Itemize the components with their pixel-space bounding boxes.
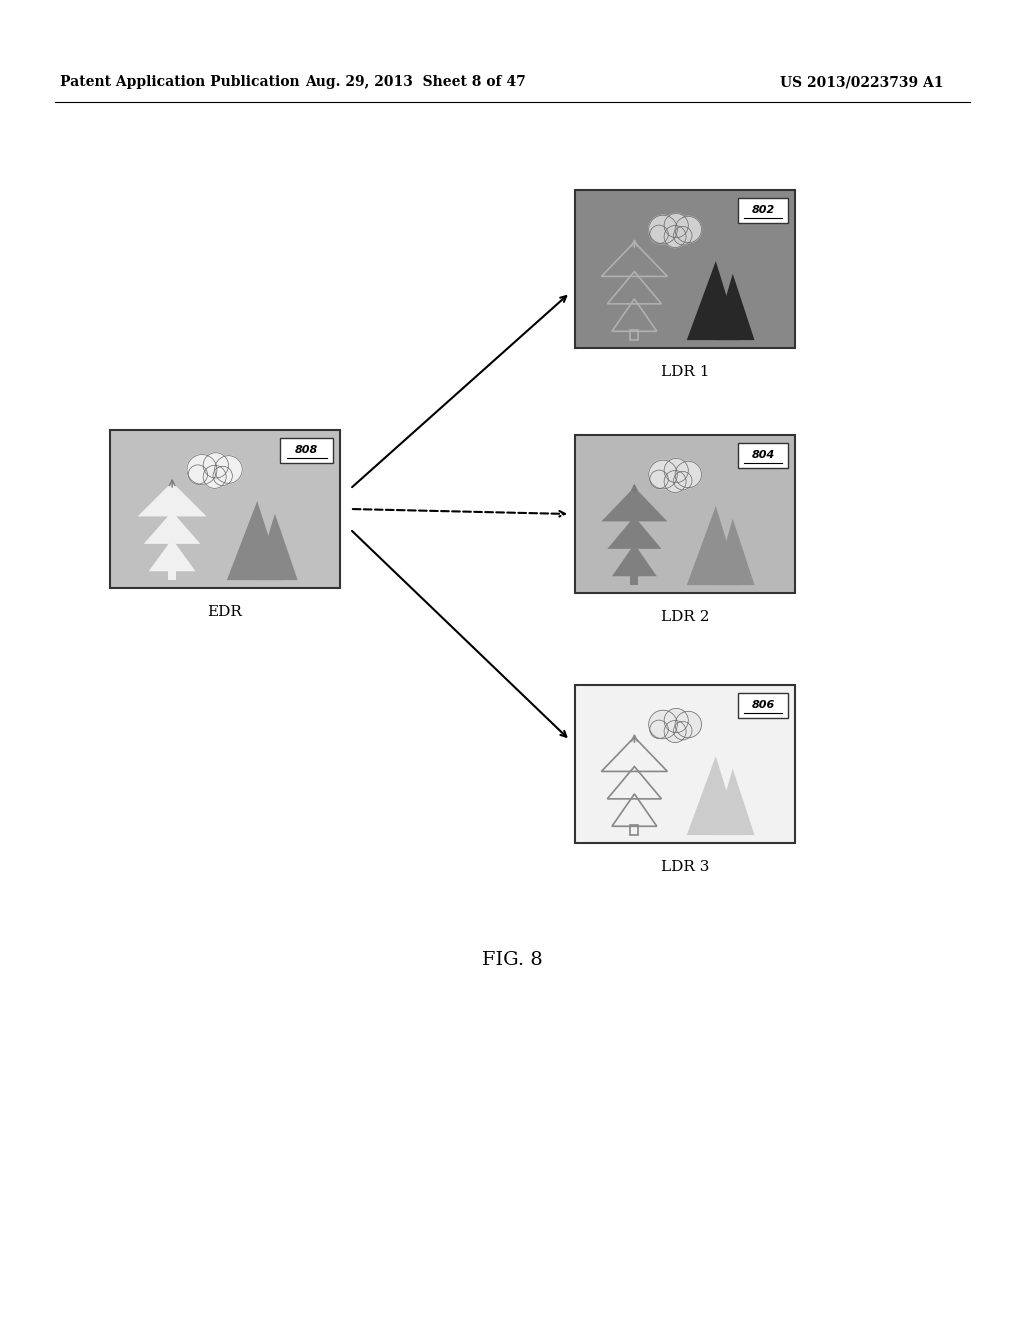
Circle shape (650, 226, 669, 244)
Polygon shape (612, 544, 656, 577)
Text: US 2013/0223739 A1: US 2013/0223739 A1 (780, 75, 943, 88)
Circle shape (665, 709, 688, 733)
Circle shape (665, 721, 686, 743)
Polygon shape (601, 487, 668, 521)
Bar (738, 198, 788, 223)
Bar (631, 576, 638, 585)
Text: 806: 806 (752, 700, 775, 710)
Circle shape (203, 453, 228, 478)
Circle shape (650, 470, 669, 488)
Polygon shape (714, 273, 755, 341)
Circle shape (665, 214, 688, 238)
Bar (738, 693, 788, 718)
Polygon shape (687, 261, 740, 341)
Circle shape (188, 465, 208, 484)
Text: LDR 1: LDR 1 (660, 366, 710, 379)
Polygon shape (137, 482, 207, 516)
Circle shape (674, 722, 692, 741)
Circle shape (674, 227, 692, 246)
Circle shape (665, 470, 686, 492)
Circle shape (213, 466, 232, 486)
Polygon shape (687, 756, 740, 836)
Circle shape (650, 721, 669, 739)
Bar (575, 685, 795, 843)
Circle shape (203, 466, 226, 488)
Bar (738, 444, 788, 469)
Polygon shape (714, 519, 755, 585)
Bar (110, 430, 340, 587)
Bar (575, 436, 795, 593)
Circle shape (675, 216, 701, 243)
Text: FIG. 8: FIG. 8 (481, 950, 543, 969)
Circle shape (665, 458, 688, 483)
Text: Patent Application Publication: Patent Application Publication (60, 75, 300, 88)
Bar (281, 438, 333, 463)
Text: 804: 804 (752, 450, 775, 461)
Circle shape (648, 215, 677, 244)
Circle shape (648, 461, 677, 488)
Circle shape (675, 711, 701, 738)
Bar (631, 330, 638, 341)
Bar (168, 570, 176, 579)
Text: LDR 3: LDR 3 (660, 861, 710, 874)
Polygon shape (714, 768, 755, 836)
Polygon shape (687, 506, 740, 585)
Circle shape (675, 461, 701, 487)
Text: Aug. 29, 2013  Sheet 8 of 47: Aug. 29, 2013 Sheet 8 of 47 (304, 75, 525, 88)
Circle shape (215, 455, 243, 483)
Polygon shape (148, 539, 196, 572)
Circle shape (187, 454, 217, 484)
Polygon shape (143, 512, 201, 544)
Bar (575, 190, 795, 348)
Polygon shape (255, 513, 298, 579)
Text: 802: 802 (752, 205, 775, 215)
Circle shape (674, 471, 692, 490)
Text: LDR 2: LDR 2 (660, 610, 710, 624)
Circle shape (648, 710, 677, 739)
Text: 808: 808 (295, 445, 318, 455)
Circle shape (665, 226, 686, 248)
Polygon shape (607, 516, 662, 549)
Text: EDR: EDR (208, 605, 243, 619)
Bar (631, 825, 638, 836)
Polygon shape (227, 502, 283, 579)
